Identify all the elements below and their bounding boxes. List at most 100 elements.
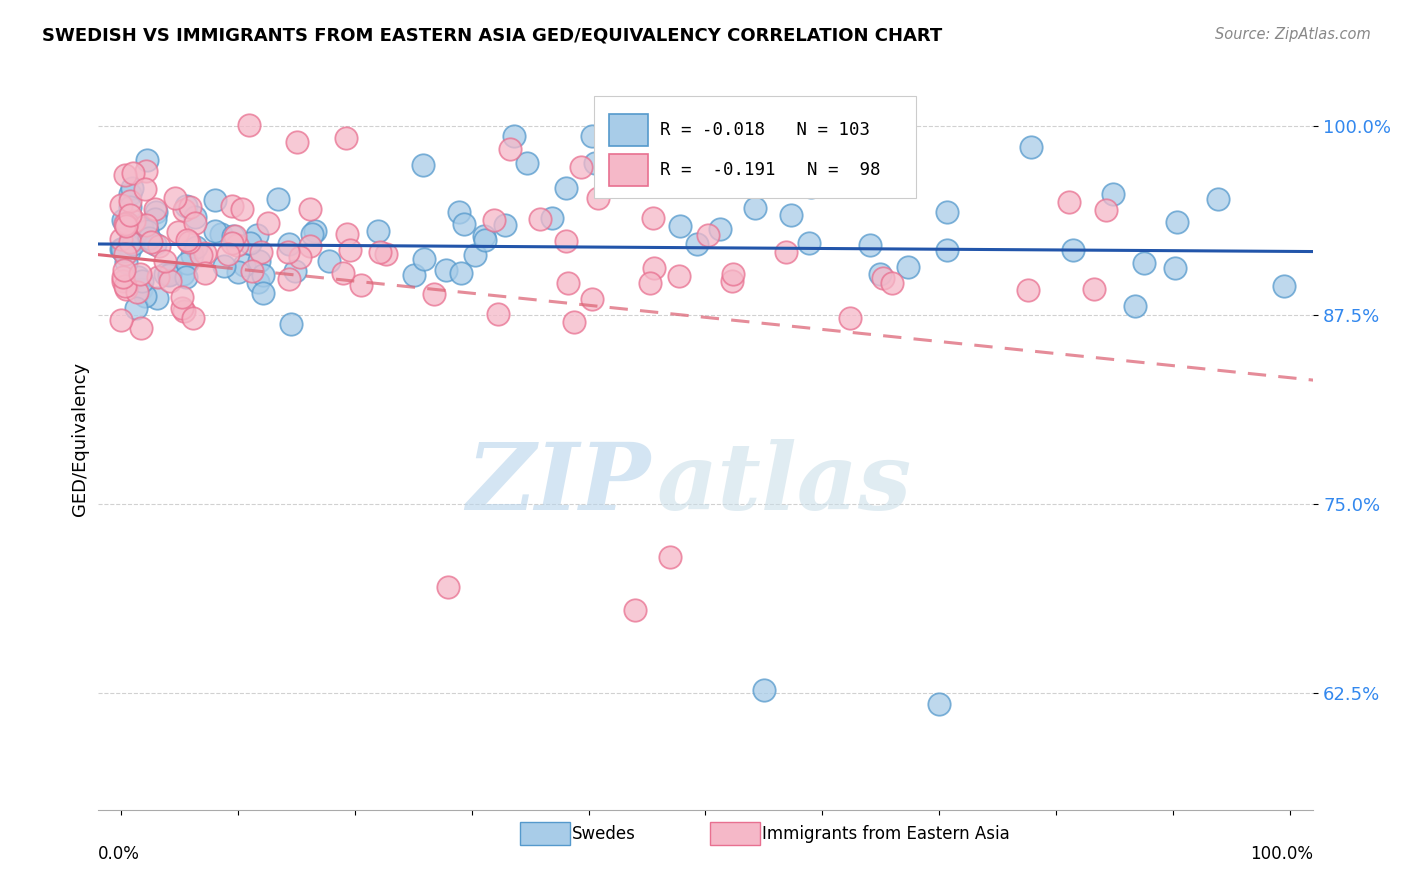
Text: R = -0.018   N = 103: R = -0.018 N = 103 xyxy=(661,121,870,139)
Point xyxy=(194,267,217,281)
Point xyxy=(204,224,226,238)
Point xyxy=(153,254,176,268)
Point xyxy=(247,254,270,268)
Point xyxy=(112,244,135,259)
Point xyxy=(114,215,136,229)
Text: SWEDISH VS IMMIGRANTS FROM EASTERN ASIA GED/EQUIVALENCY CORRELATION CHART: SWEDISH VS IMMIGRANTS FROM EASTERN ASIA … xyxy=(42,27,942,45)
Point xyxy=(131,282,153,296)
Point xyxy=(1272,279,1295,293)
Point xyxy=(557,276,579,290)
Point xyxy=(246,227,269,242)
Point xyxy=(643,261,665,276)
Text: R =  -0.191   N =  98: R = -0.191 N = 98 xyxy=(661,161,882,179)
Point xyxy=(252,268,274,282)
Point xyxy=(176,199,198,213)
Point xyxy=(136,233,159,247)
Point xyxy=(120,208,142,222)
Point xyxy=(872,271,894,285)
Point xyxy=(474,233,496,247)
Point xyxy=(659,550,682,565)
Point xyxy=(935,244,957,258)
Point xyxy=(1083,282,1105,296)
Point xyxy=(277,245,299,260)
Point xyxy=(370,244,392,259)
Point xyxy=(778,125,800,139)
Point xyxy=(257,216,280,230)
Point xyxy=(304,224,326,238)
Point xyxy=(134,182,156,196)
Point xyxy=(928,697,950,711)
Point xyxy=(332,266,354,280)
Point xyxy=(250,244,273,259)
Point xyxy=(114,219,136,234)
Point xyxy=(569,160,592,174)
Point xyxy=(752,683,775,698)
Point xyxy=(1164,261,1187,276)
Point xyxy=(118,186,141,201)
Point xyxy=(335,131,357,145)
Point xyxy=(118,235,141,250)
Point xyxy=(897,260,920,274)
Point xyxy=(111,269,134,284)
Point xyxy=(121,181,143,195)
Point xyxy=(935,205,957,219)
Point xyxy=(145,202,167,216)
FancyBboxPatch shape xyxy=(609,114,648,145)
Point xyxy=(640,276,662,290)
Point xyxy=(845,142,868,156)
Y-axis label: GED/Equivalency: GED/Equivalency xyxy=(72,362,89,516)
Point xyxy=(778,122,800,136)
Point xyxy=(239,235,262,250)
Point xyxy=(624,603,647,617)
Point xyxy=(277,272,299,286)
Point xyxy=(145,205,167,219)
Point xyxy=(231,202,253,216)
Point xyxy=(583,156,606,170)
Point xyxy=(301,227,323,242)
Point xyxy=(800,134,823,148)
Point xyxy=(669,219,692,233)
Point xyxy=(159,267,181,281)
Point xyxy=(1101,187,1123,202)
Point xyxy=(110,198,132,212)
Point xyxy=(159,274,181,288)
Point xyxy=(209,227,232,242)
Point xyxy=(838,311,860,326)
Point xyxy=(541,211,564,226)
Point xyxy=(240,264,263,278)
Point xyxy=(194,246,217,260)
FancyBboxPatch shape xyxy=(593,96,915,198)
Point xyxy=(221,199,243,213)
Point xyxy=(173,202,195,217)
Point xyxy=(177,235,200,249)
Point xyxy=(486,307,509,321)
Point xyxy=(437,580,460,594)
Point xyxy=(135,163,157,178)
Point xyxy=(165,191,187,205)
Point xyxy=(318,254,340,268)
Point xyxy=(134,289,156,303)
Point xyxy=(299,202,322,216)
Point xyxy=(1133,255,1156,269)
Point xyxy=(224,229,246,244)
Point xyxy=(412,252,434,266)
Point xyxy=(775,244,797,259)
Point xyxy=(129,321,152,335)
Point xyxy=(146,270,169,285)
Text: 0.0%: 0.0% xyxy=(97,846,139,863)
Point xyxy=(422,287,444,301)
Point xyxy=(114,255,136,269)
Point xyxy=(118,194,141,209)
Point xyxy=(135,224,157,238)
Point xyxy=(190,247,212,261)
Point xyxy=(232,258,254,272)
Point xyxy=(412,158,434,172)
Point xyxy=(120,200,142,214)
Point xyxy=(167,225,190,239)
Point xyxy=(118,244,141,259)
Point xyxy=(110,242,132,256)
Point xyxy=(172,268,194,282)
Point xyxy=(652,166,675,180)
Point xyxy=(453,217,475,231)
Point xyxy=(688,144,710,158)
